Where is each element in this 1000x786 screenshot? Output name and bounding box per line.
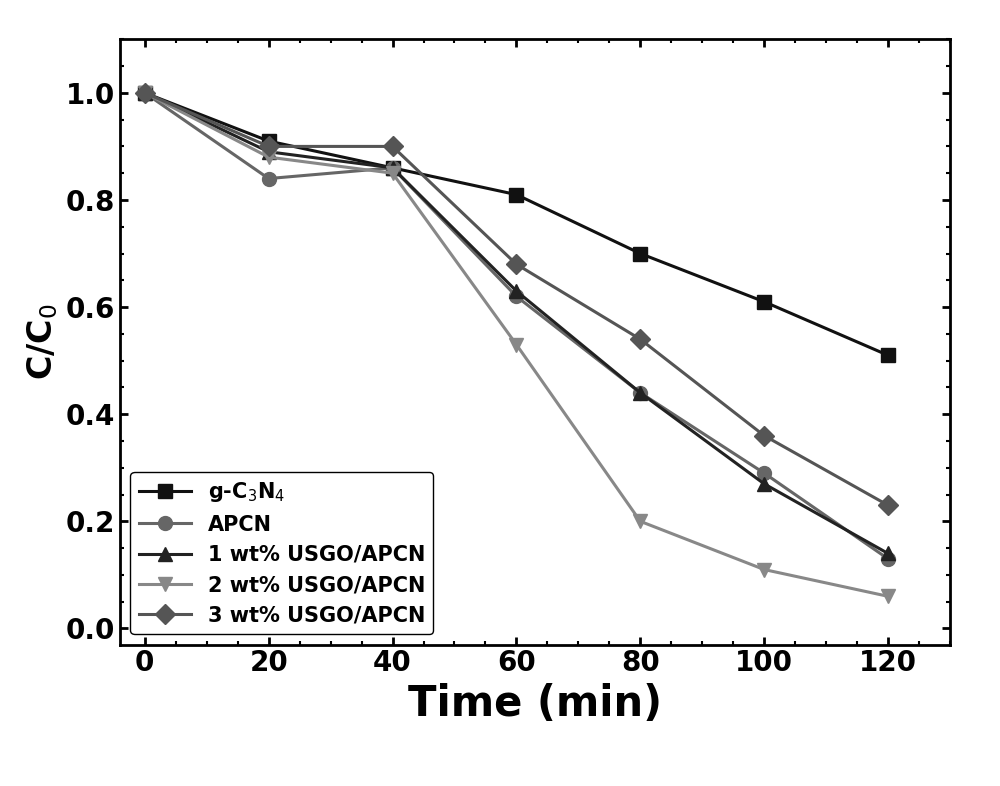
2 wt% USGO/APCN (758, 565, 770, 575)
2 wt% USGO/APCN (634, 516, 646, 526)
g-C$_3$N$_4$ (139, 88, 151, 97)
2 wt% USGO/APCN (139, 88, 151, 97)
APCN (510, 292, 522, 301)
Line: APCN: APCN (138, 86, 895, 566)
1 wt% USGO/APCN (510, 286, 522, 296)
Y-axis label: C/C$_0$: C/C$_0$ (26, 303, 60, 380)
Line: 3 wt% USGO/APCN: 3 wt% USGO/APCN (138, 86, 895, 512)
1 wt% USGO/APCN (139, 88, 151, 97)
g-C$_3$N$_4$ (263, 136, 275, 145)
3 wt% USGO/APCN (510, 259, 522, 269)
X-axis label: Time (min): Time (min) (408, 683, 662, 725)
1 wt% USGO/APCN (387, 163, 399, 173)
1 wt% USGO/APCN (634, 388, 646, 398)
APCN (758, 468, 770, 478)
3 wt% USGO/APCN (387, 141, 399, 151)
g-C$_3$N$_4$ (510, 190, 522, 200)
Line: g-C$_3$N$_4$: g-C$_3$N$_4$ (138, 86, 895, 362)
3 wt% USGO/APCN (263, 141, 275, 151)
2 wt% USGO/APCN (882, 592, 894, 601)
APCN (882, 554, 894, 564)
1 wt% USGO/APCN (882, 549, 894, 558)
g-C$_3$N$_4$ (758, 297, 770, 307)
APCN (263, 174, 275, 183)
Line: 1 wt% USGO/APCN: 1 wt% USGO/APCN (138, 86, 895, 560)
g-C$_3$N$_4$ (634, 249, 646, 259)
2 wt% USGO/APCN (510, 340, 522, 349)
2 wt% USGO/APCN (387, 168, 399, 178)
Legend: g-C$_3$N$_4$, APCN, 1 wt% USGO/APCN, 2 wt% USGO/APCN, 3 wt% USGO/APCN: g-C$_3$N$_4$, APCN, 1 wt% USGO/APCN, 2 w… (130, 472, 433, 634)
APCN (634, 388, 646, 398)
APCN (387, 163, 399, 173)
APCN (139, 88, 151, 97)
2 wt% USGO/APCN (263, 152, 275, 162)
g-C$_3$N$_4$ (387, 163, 399, 173)
Line: 2 wt% USGO/APCN: 2 wt% USGO/APCN (138, 86, 895, 604)
1 wt% USGO/APCN (263, 147, 275, 156)
3 wt% USGO/APCN (139, 88, 151, 97)
1 wt% USGO/APCN (758, 479, 770, 489)
3 wt% USGO/APCN (634, 335, 646, 344)
g-C$_3$N$_4$ (882, 351, 894, 360)
3 wt% USGO/APCN (882, 501, 894, 510)
3 wt% USGO/APCN (758, 431, 770, 440)
